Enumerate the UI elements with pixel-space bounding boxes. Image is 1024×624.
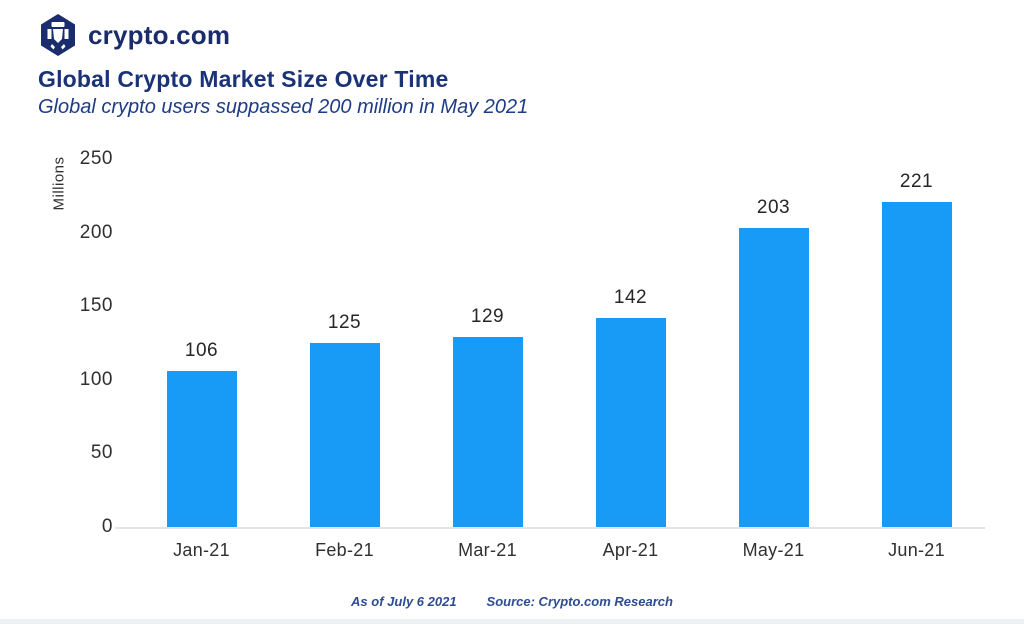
- page-title: Global Crypto Market Size Over Time: [38, 66, 449, 92]
- brand-logo: crypto.com: [38, 13, 230, 57]
- y-axis-ticks: 0 50 100 150 200 250: [55, 148, 113, 537]
- bar: [309, 343, 380, 527]
- bar-value-label: 221: [899, 170, 934, 192]
- bar-column: 129: [416, 159, 559, 527]
- bar-value-label: 129: [470, 306, 505, 328]
- source-credit: Source: Crypto.com Research: [486, 594, 673, 609]
- brand-name: crypto.com: [88, 19, 231, 50]
- as-of-date: As of July 6 2021: [351, 594, 457, 609]
- bar: [166, 370, 237, 527]
- y-axis-tick-label: 100: [79, 368, 113, 390]
- x-axis-tick-label: Feb-21: [315, 540, 374, 560]
- x-axis-tick-label: May-21: [742, 540, 805, 560]
- y-axis-tick-label: 150: [79, 295, 113, 317]
- x-axis-tick-label: Jan-21: [173, 540, 230, 560]
- page-subtitle: Global crypto users suppassed 200 millio…: [38, 96, 529, 118]
- bar-value-label: 125: [327, 312, 362, 333]
- x-axis-line: [115, 527, 985, 529]
- bar-value-label: 106: [184, 339, 219, 361]
- bar-column: 106: [130, 159, 273, 527]
- crypto-com-logo-icon: [38, 13, 78, 57]
- bar: [595, 317, 666, 527]
- chart-footnote: As of July 6 2021 Source: Crypto.com Res…: [0, 594, 1024, 609]
- bottom-divider: [0, 619, 1024, 624]
- y-axis-tick-label: 250: [79, 148, 113, 169]
- bar-value-label: 142: [613, 286, 648, 308]
- x-axis-tick-label: Mar-21: [458, 540, 517, 560]
- y-axis-tick-label: 0: [101, 516, 113, 537]
- bar-column: 203: [702, 159, 845, 527]
- bar-value-label: 203: [756, 197, 791, 219]
- bar-column: 221: [845, 159, 988, 527]
- bar-column: 125: [273, 159, 416, 527]
- bar-chart-plot-area: 106 125 129 142 203 221: [130, 159, 988, 527]
- x-axis-labels: Jan-21 Feb-21 Mar-21 Apr-21 May-21 Jun-21: [130, 540, 988, 561]
- y-axis-tick-label: 200: [79, 221, 113, 243]
- y-axis-tick-label: 50: [90, 442, 113, 464]
- bar-column: 142: [559, 159, 702, 527]
- x-axis-tick-label: Jun-21: [888, 540, 945, 560]
- bar: [452, 337, 523, 527]
- bar: [738, 228, 809, 527]
- x-axis-tick-label: Apr-21: [602, 540, 659, 560]
- bar: [881, 201, 952, 527]
